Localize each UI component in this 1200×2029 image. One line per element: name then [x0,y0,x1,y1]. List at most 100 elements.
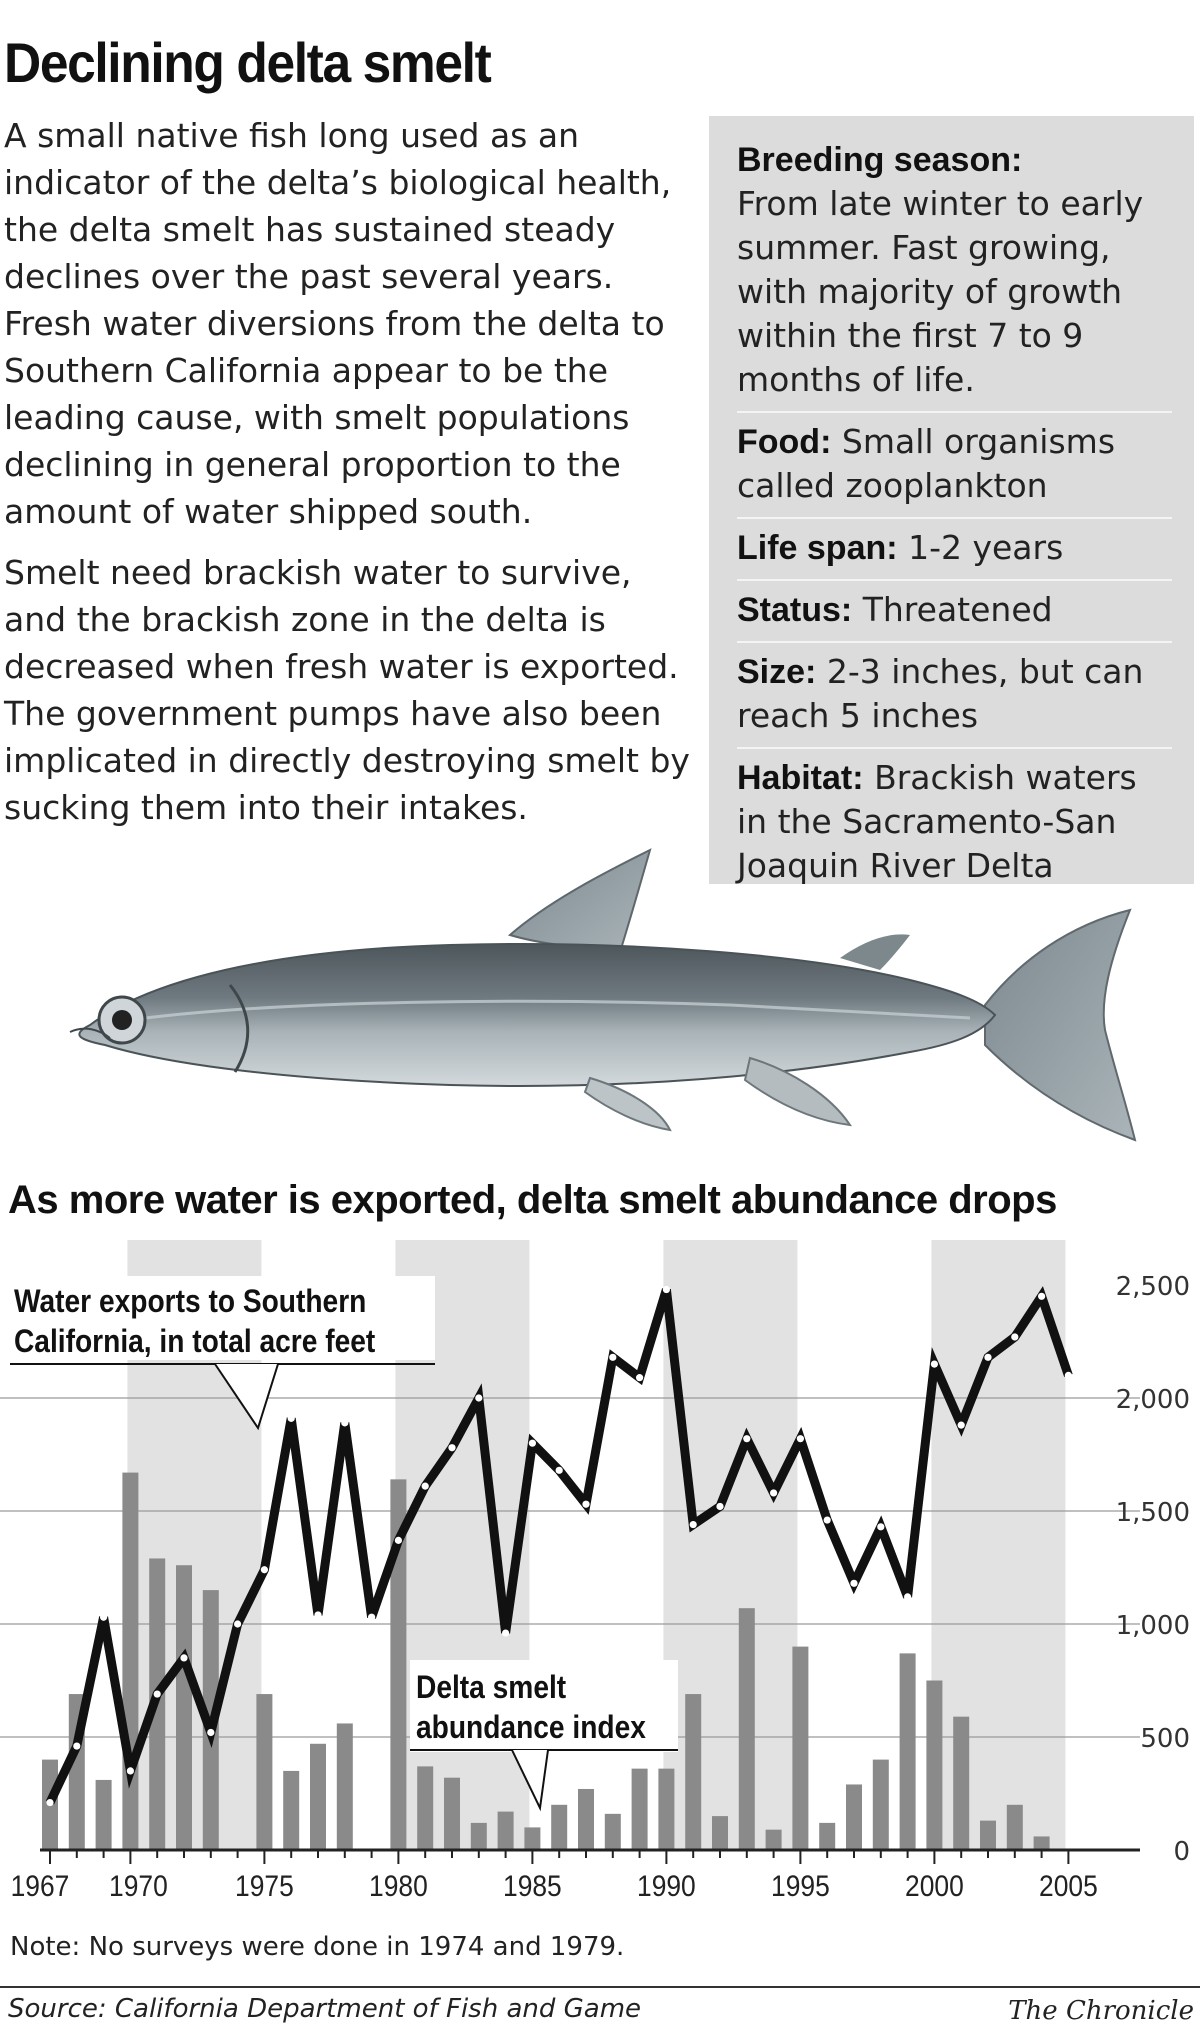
intro-paragraph: Smelt need brackish water to survive, an… [4,553,690,827]
y-tick-label: 0 [1173,1837,1190,1867]
smelt-bar [685,1694,702,1850]
smelt-bar [899,1653,916,1850]
fact-breeding-season: Breeding season: From late winter to ear… [737,136,1172,413]
water-exports-point [555,1466,563,1474]
smelt-bar [176,1565,192,1850]
smelt-bar [738,1608,755,1850]
x-tick-label: 1975 [235,1868,294,1902]
water-exports-point [394,1536,402,1544]
water-exports-point [126,1767,134,1775]
chart-note: Note: No surveys were done in 1974 and 1… [10,1932,625,1962]
fact-food: Food: Small organisms called zooplankton [737,418,1172,519]
x-ticks [49,1850,1070,1864]
x-tick-label: 2000 [905,1868,964,1902]
water-exports-point [582,1500,590,1508]
fact-label: Breeding season: [737,141,1023,179]
x-tick-label: 1967 [11,1868,70,1902]
water-exports-point [180,1654,188,1662]
fact-text: Small organisms called zooplankton [737,422,1116,505]
smelt-bar [470,1822,487,1850]
water-exports-point [743,1435,751,1443]
water-exports-point [100,1613,108,1621]
page-title: Declining delta smelt [4,31,492,94]
smelt-bar [390,1479,407,1850]
x-tick-label: 1985 [503,1868,562,1902]
fact-text: 1-2 years [908,528,1064,567]
water-exports-point [716,1502,724,1511]
fact-label: Habitat: [737,759,864,797]
water-exports-point [1011,1333,1019,1341]
x-tick-label: 1995 [771,1868,830,1902]
water-exports-point [904,1593,912,1601]
smelt-bar [497,1811,514,1850]
y-tick-labels: 2,500 2,000 1,500 1,000 500 0 [1116,1272,1190,1867]
water-label-pointer [214,1363,279,1431]
fact-text: From late winter to early summer. Fast g… [737,184,1144,399]
water-exports-point [341,1419,349,1427]
fact-box: Breeding season: From late winter to ear… [709,116,1194,885]
water-exports-label-line1: Water exports to Southern [14,1284,366,1319]
water-exports-point [368,1613,376,1621]
smelt-bar [658,1768,675,1850]
x-tick-label: 1970 [109,1868,168,1902]
fact-size: Size: 2-3 inches, but can reach 5 inches [737,648,1172,749]
smelt-bar [631,1768,648,1850]
delta-smelt-fish-image [69,848,1137,1142]
smelt-label-pointer [511,1749,549,1812]
x-tick-label: 1990 [637,1868,696,1902]
smelt-bar [819,1822,836,1850]
chart-title: As more water is exported, delta smelt a… [8,1178,1057,1222]
water-exports-point [73,1742,81,1750]
water-exports-point [984,1353,992,1361]
y-tick-label: 1,500 [1116,1498,1190,1528]
smelt-bar [336,1723,353,1850]
smelt-bar [95,1779,112,1850]
fact-life-span: Life span: 1-2 years [737,524,1172,581]
water-exports-point [448,1444,456,1452]
smelt-bar [1006,1804,1023,1850]
y-tick-label: 2,000 [1116,1385,1190,1415]
fact-label: Life span: [737,529,898,567]
smelt-bar [310,1743,326,1850]
x-tick-label: 2005 [1039,1868,1098,1902]
smelt-bar [578,1788,594,1850]
water-exports-point [234,1620,242,1628]
smelt-label-bg [410,1660,678,1752]
smelt-bar [417,1766,434,1850]
water-label-bg [10,1276,435,1360]
water-exports-point [877,1523,885,1531]
intro-paragraph: A small native fish long used as an indi… [4,116,672,531]
water-exports-point [314,1611,322,1619]
fact-label: Food: [737,423,832,461]
fact-text: Threatened [862,590,1053,629]
water-exports-point [528,1439,537,1447]
water-exports-point [796,1435,805,1443]
footer-rule [0,1986,1200,1988]
smelt-bar [122,1472,139,1850]
water-exports-point [502,1629,510,1637]
smelt-bar [953,1716,970,1850]
water-exports-point [770,1489,778,1497]
water-exports-point [609,1353,617,1361]
smelt-bar [926,1680,943,1850]
publisher-credit: The Chronicle [1008,1996,1194,2026]
x-tick-labels: 1967 1970 1975 1980 1985 1990 1995 2000 2005 [11,1868,1098,1902]
water-exports-point [1038,1292,1046,1300]
fact-label: Status: [737,591,853,629]
x-tick-label: 1980 [369,1868,428,1902]
smelt-exports-chart: 1967 1970 1975 1980 1985 1990 1995 2000 2005 2,5… [0,1240,1190,1902]
fact-text: Brackish waters in the Sacramento-San Jo… [737,758,1137,885]
water-exports-point [823,1516,831,1524]
chart-annotations: Water exports to Southern California, in … [10,1276,678,1812]
intro-text: A small native fish long used as an indi… [4,112,694,845]
water-exports-point [207,1728,215,1737]
fact-text: 2-3 inches, but can reach 5 inches [737,652,1144,735]
water-exports-label-line2: California, in total acre feet [14,1324,375,1359]
smelt-label-line1: Delta smelt [416,1670,566,1705]
water-exports-point [930,1360,939,1368]
water-exports-point [153,1690,161,1698]
water-exports-point [689,1520,697,1529]
water-exports-point [850,1579,858,1587]
smelt-bar [524,1827,541,1850]
water-exports-point [421,1482,429,1490]
